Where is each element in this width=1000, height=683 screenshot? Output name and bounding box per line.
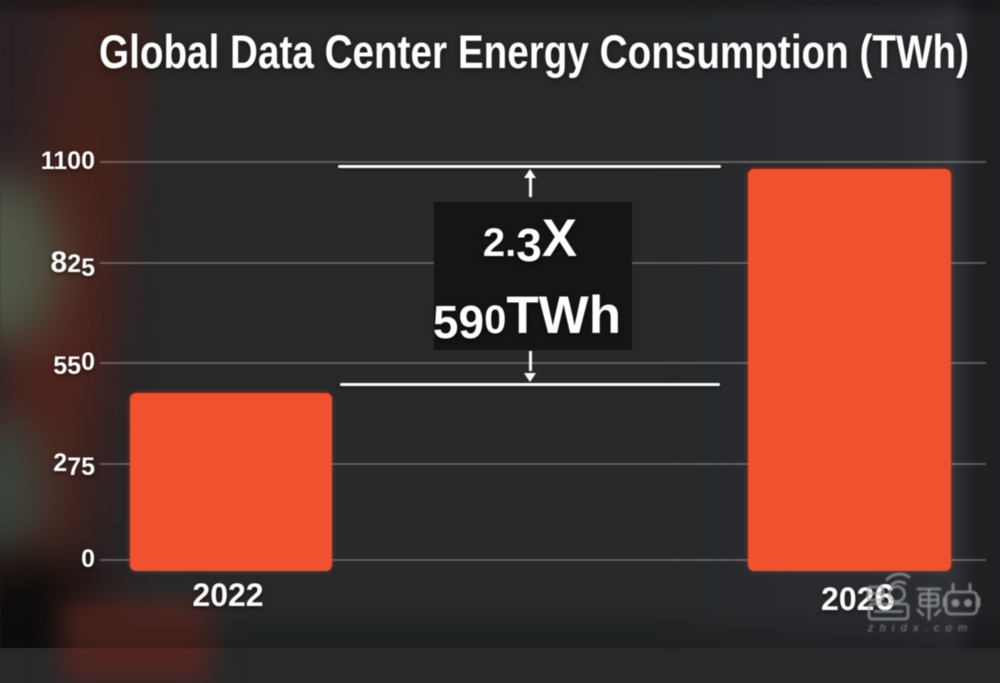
svg-text:zhidx.com: zhidx.com	[867, 623, 973, 635]
